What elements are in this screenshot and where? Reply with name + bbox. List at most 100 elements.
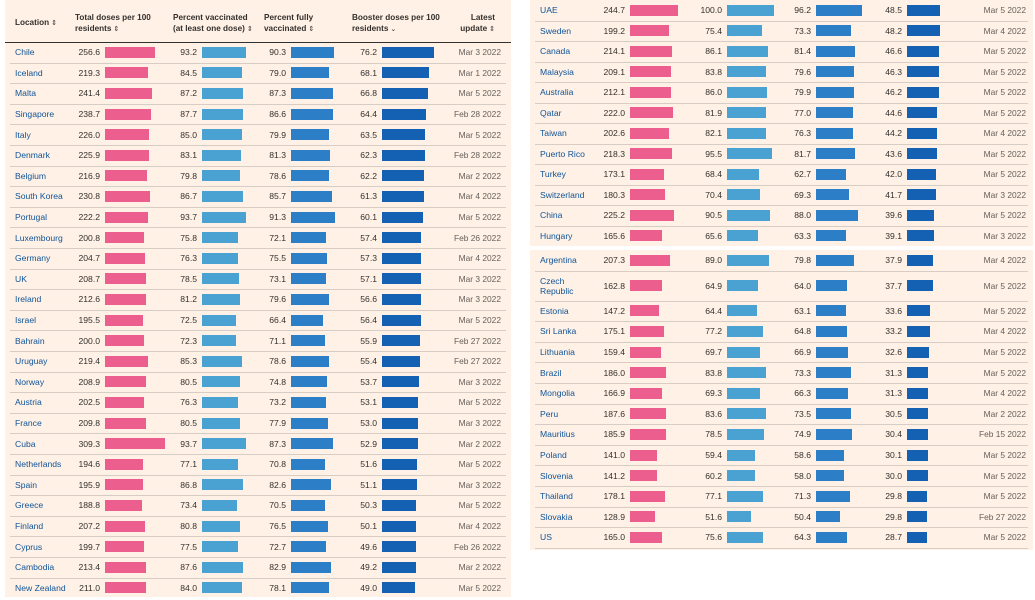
percent-fully-vaccinated-bar <box>291 273 327 285</box>
location-link[interactable]: Portugal <box>15 212 48 223</box>
header-total-doses[interactable]: Total doses per 100 residents ⇕ <box>75 13 151 33</box>
location-link[interactable]: China <box>540 210 563 221</box>
booster-doses-bar <box>382 232 422 244</box>
header-fully-vaccinated[interactable]: Percent fully vaccinated ⇕ <box>264 13 315 33</box>
location-link[interactable]: Thailand <box>540 491 573 502</box>
location-link[interactable]: Mongolia <box>540 388 575 399</box>
location-link[interactable]: Finland <box>15 521 44 532</box>
header-partially-vaccinated[interactable]: Percent vaccinated (at least one dose) ⇕ <box>173 13 253 33</box>
percent-fully-vaccinated-value: 70.8 <box>269 459 286 470</box>
sort-icon: ⇕ <box>113 26 120 33</box>
total-doses-bar <box>105 87 152 99</box>
percent-fully-vaccinated-value: 64.3 <box>794 532 811 543</box>
location-link[interactable]: Chile <box>15 47 35 58</box>
location-link[interactable]: Hungary <box>540 230 573 241</box>
location-link[interactable]: Singapore <box>15 109 55 120</box>
location-link[interactable]: Germany <box>15 253 51 264</box>
total-doses-value: 199.2 <box>603 25 625 36</box>
vaccination-table-right-top: UAE 244.7 100.0 96.2 48.5 Mar 5 2022 Sweden 199… <box>530 0 1033 246</box>
latest-update-date: Mar 4 2022 <box>458 253 501 264</box>
latest-update-date: Mar 5 2022 <box>983 87 1026 98</box>
total-doses-value: 238.7 <box>78 109 100 120</box>
location-link[interactable]: Austria <box>15 397 42 408</box>
location-link[interactable]: France <box>15 418 42 429</box>
location-link[interactable]: Uruguay <box>15 356 48 367</box>
location-link[interactable]: New Zealand <box>15 582 66 593</box>
location-link[interactable]: Brazil <box>540 367 562 378</box>
location-link[interactable]: Norway <box>15 376 45 387</box>
location-link[interactable]: Poland <box>540 450 567 461</box>
total-doses-value: 226.0 <box>78 129 100 140</box>
percent-partially-vaccinated-value: 93.2 <box>180 47 197 58</box>
location-link[interactable]: Slovenia <box>540 470 573 481</box>
location-link[interactable]: Malaysia <box>540 66 574 77</box>
location-link[interactable]: Cuba <box>15 438 36 449</box>
location-link[interactable]: Taiwan <box>540 128 567 139</box>
location-link[interactable]: US <box>540 532 552 543</box>
latest-update-date: Mar 2 2022 <box>458 170 501 181</box>
total-doses-value: 211.0 <box>79 582 100 593</box>
location-link[interactable]: Lithuania <box>540 347 575 358</box>
percent-fully-vaccinated-value: 70.5 <box>269 500 286 511</box>
percent-fully-vaccinated-bar <box>816 209 859 221</box>
location-link[interactable]: Estonia <box>540 305 569 316</box>
location-link[interactable]: Bahrain <box>15 335 45 346</box>
header-latest-update[interactable]: Latest update ⇕ <box>460 13 495 33</box>
percent-fully-vaccinated-bar <box>816 470 844 482</box>
booster-doses-bar <box>382 520 417 532</box>
location-link[interactable]: Malta <box>15 88 37 99</box>
location-link[interactable]: Switzerland <box>540 189 585 200</box>
location-link[interactable]: Netherlands <box>15 459 62 470</box>
booster-doses-value: 46.6 <box>885 46 902 57</box>
percent-fully-vaccinated-bar <box>291 190 333 202</box>
location-link[interactable]: Canada <box>540 46 571 57</box>
location-link[interactable]: Qatar <box>540 107 562 118</box>
location-link[interactable]: Italy <box>15 129 31 140</box>
percent-partially-vaccinated-value: 80.5 <box>180 376 197 387</box>
location-link[interactable]: Sweden <box>540 25 572 36</box>
location-link[interactable]: Israel <box>15 315 37 326</box>
location-link[interactable]: Denmark <box>15 150 50 161</box>
total-doses-bar <box>105 396 145 408</box>
location-link[interactable]: Mauritius <box>540 429 575 440</box>
location-link[interactable]: Slovakia <box>540 511 573 522</box>
percent-partially-vaccinated-bar <box>727 86 768 98</box>
location-link[interactable]: Turkey <box>540 169 566 180</box>
percent-partially-vaccinated-bar <box>727 25 763 37</box>
location-link[interactable]: Spain <box>15 479 37 490</box>
location-link[interactable]: Belgium <box>15 170 47 181</box>
booster-doses-bar <box>382 108 426 120</box>
percent-partially-vaccinated-value: 75.4 <box>705 25 722 36</box>
location-link[interactable]: South Korea <box>15 191 63 202</box>
location-link[interactable]: Cyprus <box>15 541 43 552</box>
location-link[interactable]: UK <box>15 273 27 284</box>
latest-update-date: Mar 5 2022 <box>983 491 1026 502</box>
percent-partially-vaccinated-bar <box>202 335 236 347</box>
percent-fully-vaccinated-value: 66.9 <box>794 347 811 358</box>
location-link[interactable]: Puerto Rico <box>540 148 585 159</box>
location-link[interactable]: Sri Lanka <box>540 326 577 337</box>
location-link[interactable]: Iceland <box>15 67 43 78</box>
booster-doses-value: 37.9 <box>885 255 902 266</box>
location-link[interactable]: Ireland <box>15 294 42 305</box>
location-link[interactable]: Greece <box>15 500 44 511</box>
location-link[interactable]: Luxembourg <box>15 232 63 243</box>
booster-doses-value: 60.1 <box>360 212 377 223</box>
booster-doses-bar <box>382 541 416 553</box>
location-link[interactable]: Czech Republic <box>540 275 574 296</box>
total-doses-value: 200.0 <box>78 335 100 346</box>
location-link[interactable]: Cambodia <box>15 562 55 573</box>
percent-fully-vaccinated-value: 64.8 <box>794 326 811 337</box>
table-row: UAE 244.7 100.0 96.2 48.5 Mar 5 2022 <box>535 0 1028 22</box>
location-link[interactable]: Peru <box>540 408 559 419</box>
location-link[interactable]: Argentina <box>540 255 577 266</box>
header-booster-doses[interactable]: Booster doses per 100 residents ⌄ <box>352 13 440 33</box>
percent-partially-vaccinated-value: 86.7 <box>180 191 197 202</box>
booster-doses-value: 31.3 <box>885 388 902 399</box>
header-location[interactable]: Location ⇕ <box>15 18 57 27</box>
booster-doses-value: 51.1 <box>360 479 377 490</box>
table-row: Switzerland 180.3 70.4 69.3 41.7 Mar 3 2022 <box>535 185 1028 206</box>
booster-doses-value: 30.4 <box>885 429 902 440</box>
location-link[interactable]: Australia <box>540 87 574 98</box>
location-link[interactable]: UAE <box>540 5 558 16</box>
